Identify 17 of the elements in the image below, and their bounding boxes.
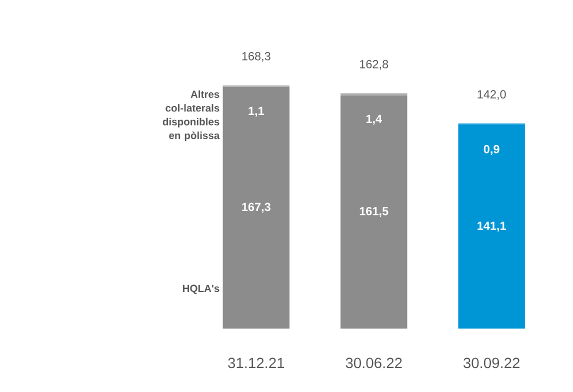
data-label: 161,5	[360, 206, 388, 217]
data-label: 1,4	[366, 114, 382, 125]
data-label: 141,1	[478, 222, 506, 232]
series-label: HQLA's	[182, 284, 220, 294]
data-label: 167,3	[242, 202, 270, 213]
data-label: 0,9	[484, 144, 500, 155]
x-tick-label: 30.06.22	[346, 358, 402, 368]
data-label: 1,1	[248, 106, 264, 117]
x-tick-label: 30.09.22	[464, 358, 520, 368]
total-label: 162,8	[360, 60, 388, 70]
bar	[222, 86, 290, 328]
total-label: 168,3	[242, 52, 270, 62]
series-label: Altres col-laterals disponibles en pòlissa	[162, 90, 220, 141]
total-label: 142,0	[478, 90, 506, 100]
bar	[340, 95, 408, 328]
bar	[458, 124, 525, 328]
x-tick-label: 31.12.21	[228, 358, 284, 368]
